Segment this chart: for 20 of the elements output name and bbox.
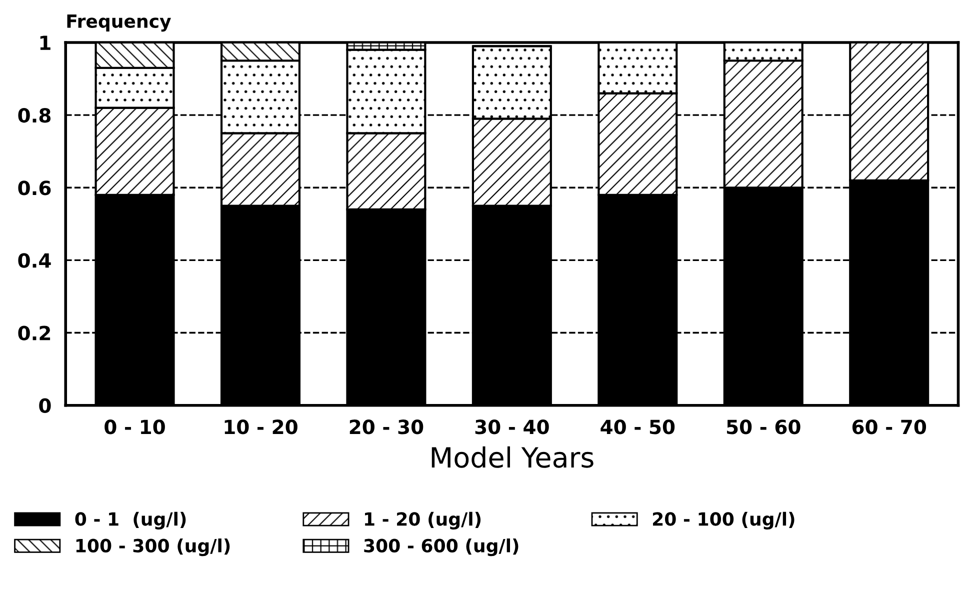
x-tick-label: 40 - 50	[600, 420, 675, 434]
x-tick-label: 60 - 70	[852, 420, 926, 434]
legend-label: 20 - 100 (ug/l)	[653, 512, 794, 530]
x-tick-label: 50 - 60	[727, 420, 800, 434]
x-tick-label: 10 - 20	[224, 420, 298, 434]
y-tick-label: 0.8	[18, 108, 51, 123]
x-axis-title: Model Years	[432, 446, 594, 468]
y-tick-label: 0.4	[18, 253, 51, 268]
y-tick-label: 0.6	[18, 180, 51, 196]
y-axis-title: Frequency	[67, 14, 171, 32]
y-tick-label: 0	[39, 398, 51, 413]
legend-label: 100 - 300 (ug/l)	[76, 538, 230, 556]
x-tick-label: 30 - 40	[475, 420, 549, 434]
y-tick-label: 0.2	[18, 326, 50, 340]
x-tick-label: 20 - 30	[350, 420, 424, 434]
y-tick-label: 1	[40, 36, 50, 50]
legend-label: 0 - 1 (ug/l)	[75, 512, 186, 530]
x-tick-label: 0 - 10	[104, 420, 165, 434]
legend-label: 300 - 600 (ug/l)	[364, 538, 518, 556]
legend-label: 1 - 20 (ug/l)	[365, 512, 481, 530]
